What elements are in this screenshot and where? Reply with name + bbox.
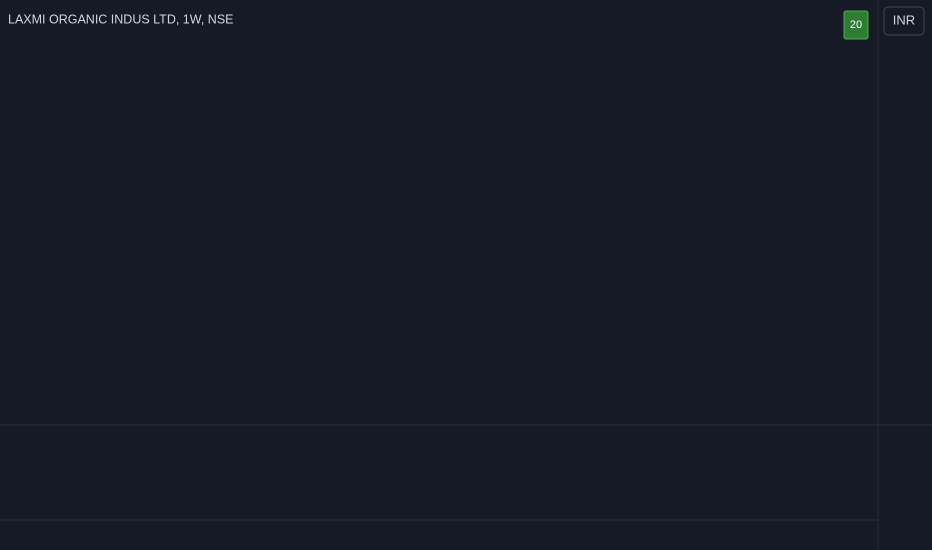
badge[interactable] (843, 10, 869, 40)
chart-title: LAXMI ORGANIC INDUS LTD, 1W, NSE (8, 12, 234, 26)
currency-text[interactable]: INR (893, 12, 915, 27)
badge-text[interactable]: 20 (850, 19, 862, 31)
currency-button[interactable] (883, 6, 925, 36)
